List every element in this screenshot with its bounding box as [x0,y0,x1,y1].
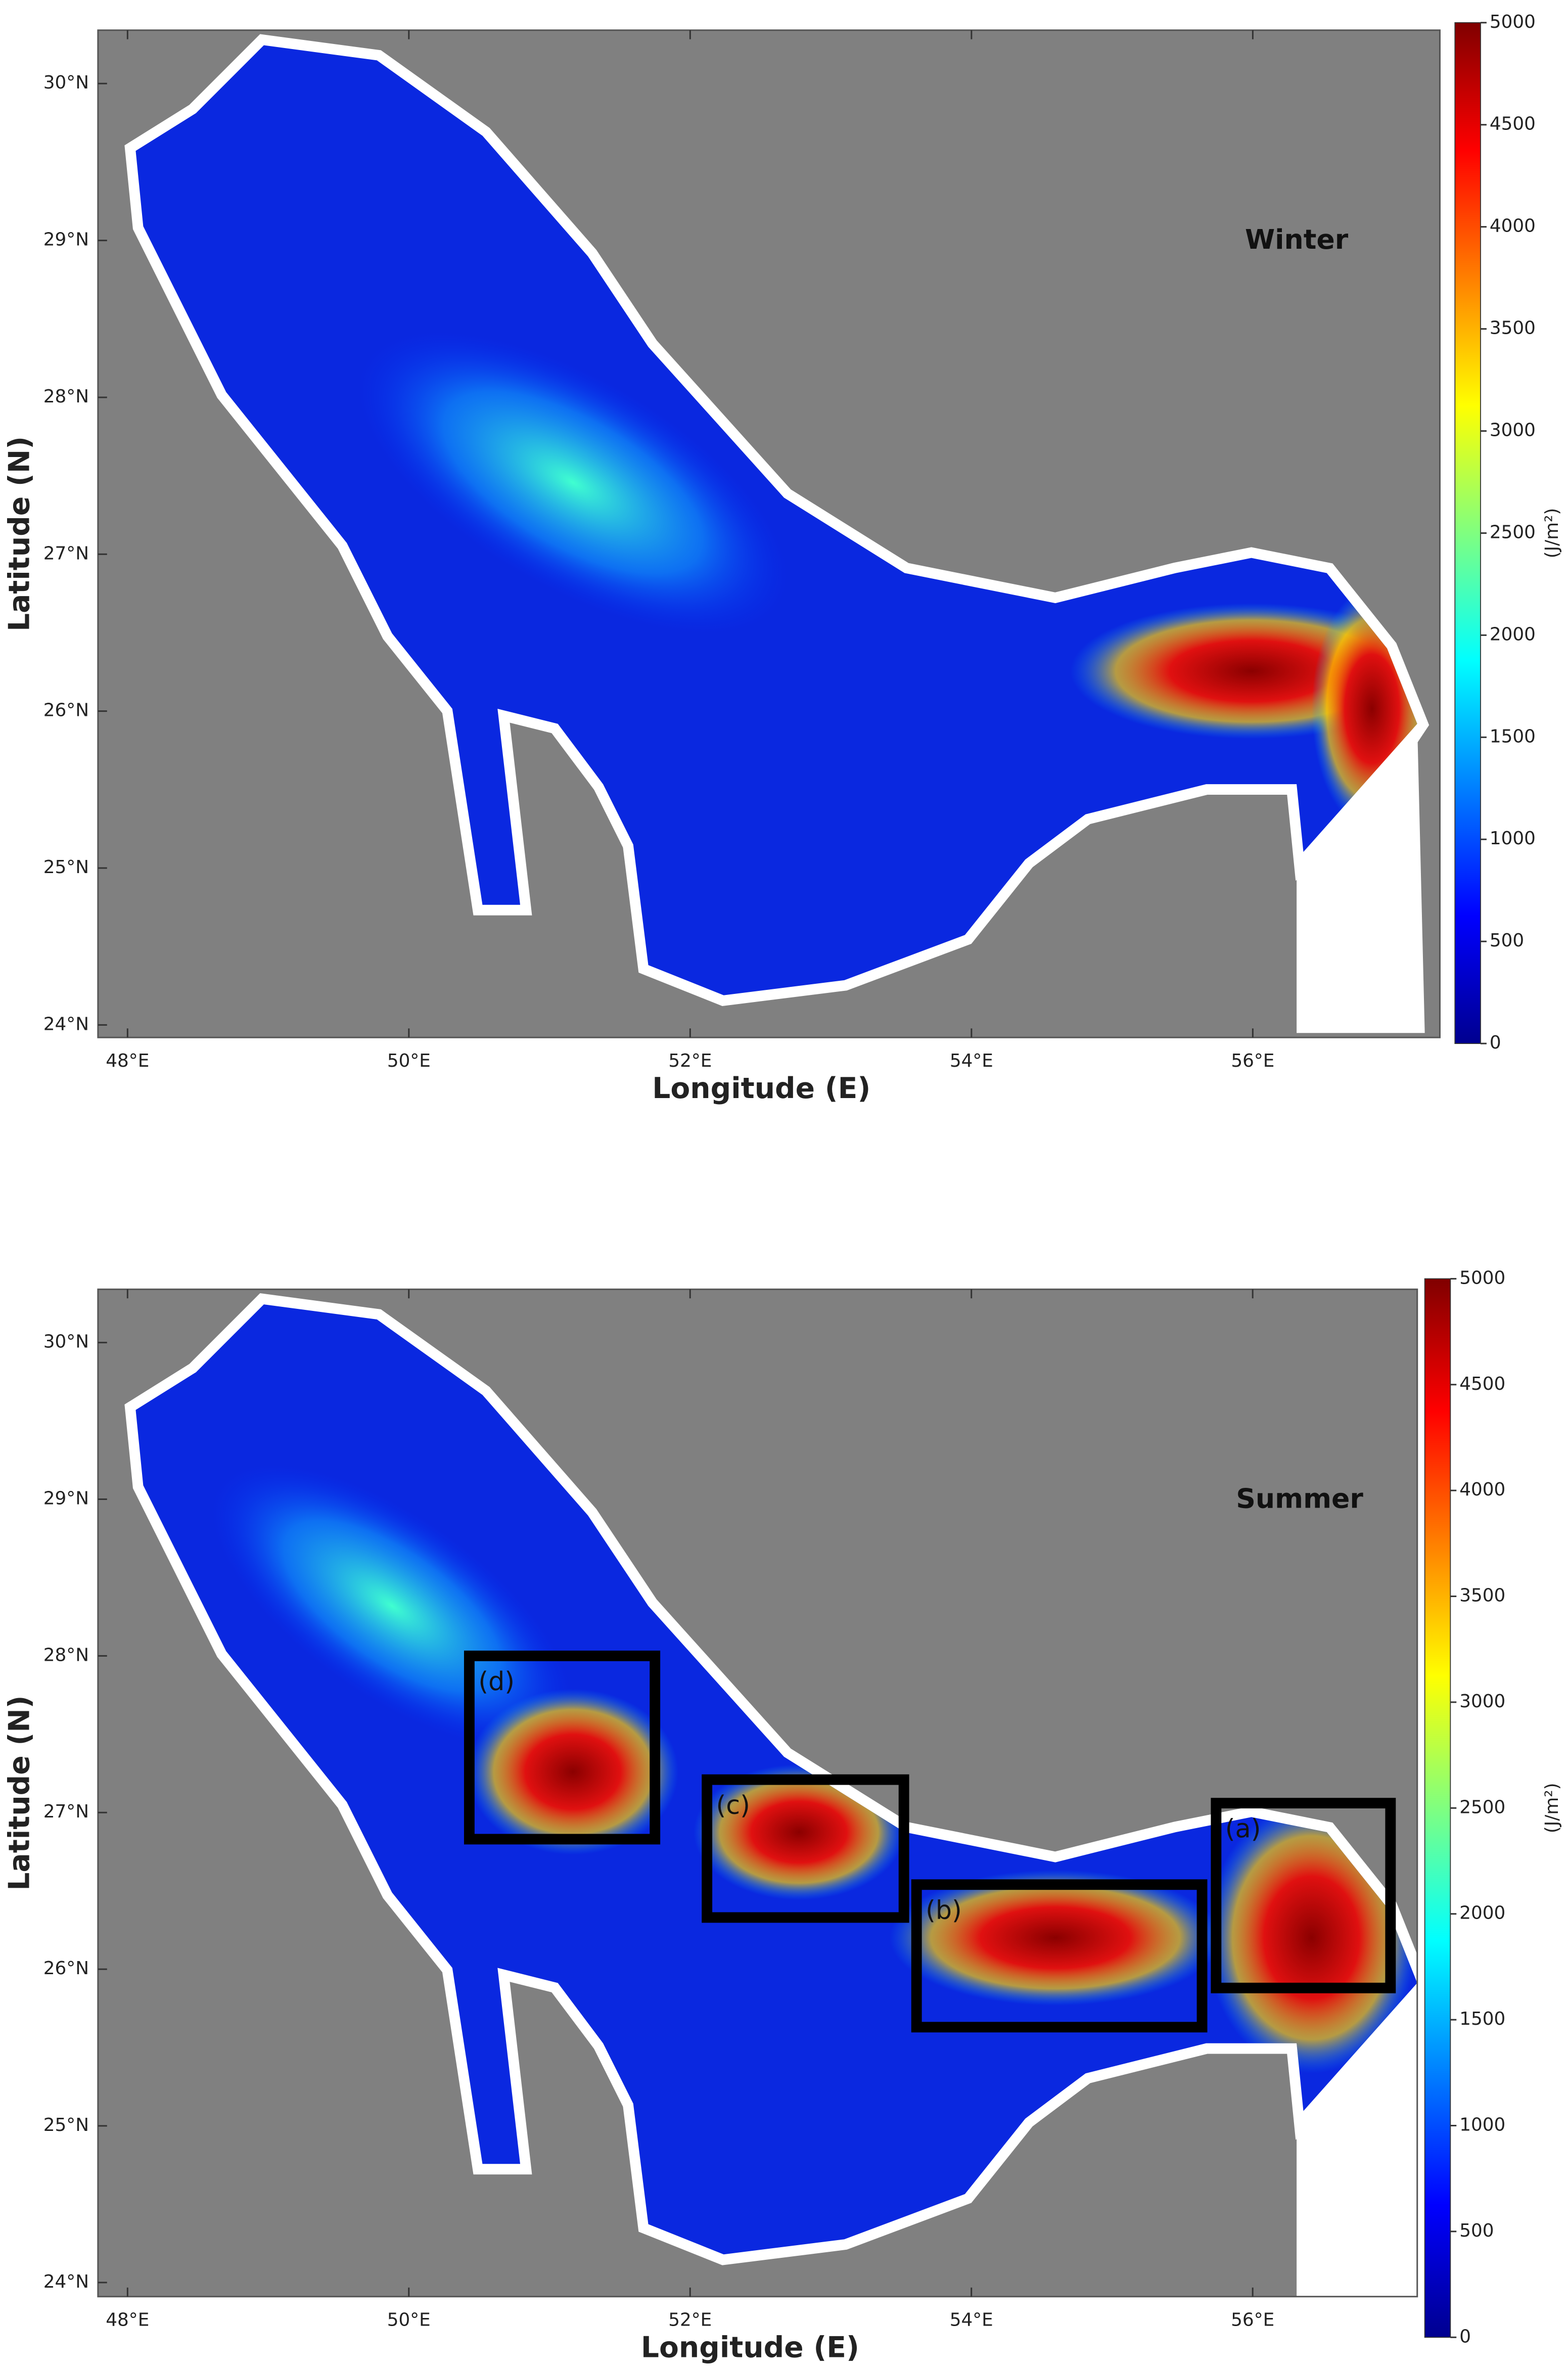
y-tick-label: 29°N [43,1488,89,1509]
axes-frame [97,1288,1418,2298]
x-tick-label: 52°E [668,1051,712,1071]
y-tick-label: 26°N [43,700,89,721]
energy-field [211,1464,1417,2074]
colorbar-tick-label: 4500 [1490,114,1536,134]
colorbar-tick-label: 2500 [1459,1797,1505,1817]
colorbar-tick-label: 1500 [1459,2009,1505,2029]
colorbar-tick-label: 0 [1459,2326,1471,2347]
colorbar-tick-label: 3000 [1459,1691,1505,1712]
season-label: Summer [1236,1482,1363,1514]
region-label: (b) [926,1895,962,1925]
y-tick-label: 29°N [43,230,89,250]
region-box [1211,1798,1396,1993]
colorbar-tick-label: 1500 [1490,726,1536,747]
x-tick-label: 54°E [950,1051,993,1071]
colorbar [1424,1278,1451,2338]
y-tick-label: 24°N [43,2271,89,2292]
y-axis-label: Latitude (N) [3,1695,36,1890]
y-tick-label: 25°N [43,2115,89,2135]
colorbar-tick-label: 500 [1490,930,1524,951]
colorbar-tick-label: 4000 [1490,216,1536,237]
y-tick-label: 27°N [43,543,89,564]
colorbar-tick-label: 0 [1490,1032,1501,1053]
y-tick-label: 24°N [43,1014,89,1034]
x-axis-label: Longitude (E) [641,2331,859,2364]
colorbar-tick-label: 1000 [1490,828,1536,849]
colorbar-tick-label: 5000 [1490,12,1536,32]
x-tick-label: 56°E [1231,1051,1274,1071]
region-box [911,1879,1208,2033]
colorbar-tick-label: 3500 [1459,1585,1505,1606]
axes-frame [97,29,1441,1038]
region-label: (c) [716,1790,750,1820]
y-tick-label: 28°N [43,386,89,407]
field-patch [211,1464,573,1748]
colorbar-tick-label: 4500 [1459,1374,1505,1394]
colorbar-label: (J/m²) [1542,1783,1562,1833]
colorbar-tick-label: 3500 [1490,318,1536,339]
x-tick-label: 50°E [387,1051,431,1071]
colorbar-tick-label: 3000 [1490,420,1536,441]
region-label: (a) [1225,1813,1261,1843]
land-oman [1297,723,1425,1033]
colorbar-tick-label: 4000 [1459,1479,1505,1500]
y-tick-label: 28°N [43,1645,89,1665]
x-tick-label: 52°E [668,2309,712,2330]
colorbar [1454,22,1481,1044]
y-tick-label: 25°N [43,857,89,878]
x-tick-label: 50°E [387,2309,431,2330]
colorbar-tick-label: 2500 [1490,522,1536,542]
x-tick-label: 48°E [106,1051,149,1071]
land-oman [1297,1983,1417,2297]
y-tick-label: 27°N [43,1801,89,1822]
colorbar-tick-label: 1000 [1459,2114,1505,2135]
field-patch [467,1689,679,1855]
colorbar-tick-label: 2000 [1490,624,1536,645]
field-patch [889,1870,1221,2006]
region-box [464,1650,661,1845]
field-patch [357,331,789,634]
region-box [702,1774,909,1923]
panel-winter [98,30,1440,1038]
y-axis-label: Latitude (N) [3,436,36,631]
season-label: Winter [1245,223,1349,255]
x-axis-label: Longitude (E) [652,1072,870,1105]
x-tick-label: 56°E [1231,2309,1274,2330]
colorbar-label: (J/m²) [1542,508,1562,559]
y-tick-label: 26°N [43,1958,89,1979]
x-tick-label: 54°E [950,2309,993,2330]
colorbar-tick-label: 5000 [1459,1267,1505,1288]
y-tick-label: 30°N [43,1332,89,1352]
x-tick-label: 48°E [106,2309,149,2330]
region-label: (d) [478,1666,515,1696]
colorbar-tick-label: 500 [1459,2220,1494,2241]
y-tick-label: 30°N [43,72,89,93]
panel-summer [98,1289,1417,2297]
colorbar-tick-label: 2000 [1459,1903,1505,1924]
